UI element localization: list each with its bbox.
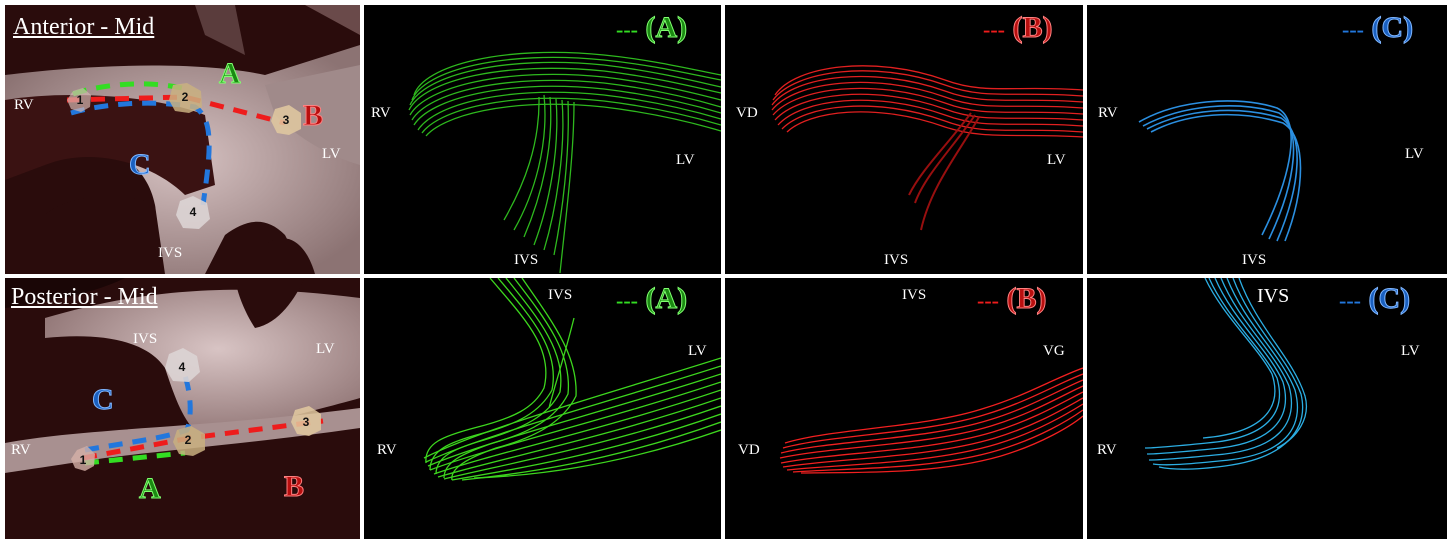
rv-label: RV [371,105,391,121]
fiber-tract-c [1138,100,1302,242]
fiber-tract-a [423,278,721,481]
path-b-letter: B [283,470,305,504]
fiber-tract-b [779,367,1083,474]
lv-label: LV [1047,152,1066,168]
legend-dash: --- [1339,288,1361,313]
rv-label: RV [14,97,34,113]
point-2: 2 [184,433,192,447]
legend-c: --- (C) [1342,11,1414,45]
ivs-label: IVS [514,252,539,268]
point-3: 3 [302,415,310,429]
tract-panel-a-anterior: RV LV IVS --- (A) [364,5,721,274]
point-1: 1 [76,93,84,107]
legend-dash: --- [616,288,638,313]
legend-b: --- (B) [983,11,1053,45]
path-b-letter: B [302,99,324,133]
tract-panel-b-posterior: IVS VG VD --- (B) [725,278,1083,539]
legend-label: (B) [1012,11,1053,45]
fiber-tract-b [771,65,1083,231]
legend-dash: --- [616,17,638,42]
rv-label: RV [1097,442,1117,458]
ct-image-anterior [5,5,360,274]
legend-dash: --- [1342,17,1364,42]
lv-label: LV [676,152,695,168]
rv-label: RV [11,442,31,458]
vg-label: VG [1043,343,1065,359]
lv-label: LV [316,341,335,357]
point-4: 4 [178,360,186,374]
legend-label: (B) [1006,282,1047,316]
ivs-label: IVS [133,331,158,347]
point-3: 3 [282,113,290,127]
vd-label: VD [736,105,758,121]
legend-c: --- (C) [1339,282,1411,316]
point-4: 4 [189,205,197,219]
point-1: 1 [79,453,87,467]
tract-panel-b-anterior: VD LV IVS --- (B) [725,5,1083,274]
lv-label: LV [1405,146,1424,162]
path-a-letter: A [219,57,242,91]
lv-label: LV [688,343,707,359]
fiber-tract-c [1144,278,1307,470]
row-title: Anterior - Mid [13,14,155,40]
path-c-letter: C [129,148,152,182]
ct-panel-posterior: Posterior - Mid RV LV IVS A B C 1 2 3 4 [5,278,360,539]
lv-label: LV [1401,343,1420,359]
fiber-tract-a [408,51,721,274]
row-title: Posterior - Mid [11,284,158,310]
legend-b: --- (B) [977,282,1047,316]
legend-a: --- (A) [616,282,688,316]
tract-panel-a-posterior: IVS LV RV --- (A) [364,278,721,539]
legend-label: (C) [1371,11,1414,45]
ivs-label: IVS [1242,252,1267,268]
ivs-label: IVS [548,287,573,303]
ivs-label: IVS [158,245,183,261]
point-2: 2 [181,90,189,104]
ivs-label: IVS [884,252,909,268]
ct-panel-anterior: Anterior - Mid RV LV IVS A B C 1 2 3 4 [5,5,360,274]
lv-label: LV [322,146,341,162]
tract-panel-c-anterior: RV LV IVS --- (C) [1087,5,1447,274]
legend-dash: --- [977,288,999,313]
path-a-letter: A [139,472,162,506]
ivs-label: IVS [902,287,927,303]
ct-image-posterior [5,278,360,539]
tract-panel-c-posterior: IVS LV RV --- (C) [1087,278,1447,539]
vd-label: VD [738,442,760,458]
rv-label: RV [377,442,397,458]
rv-label: RV [1098,105,1118,121]
legend-label: (C) [1368,282,1411,316]
path-c-letter: C [92,383,115,417]
legend-a: --- (A) [616,11,688,45]
legend-label: (A) [645,11,688,45]
legend-label: (A) [645,282,688,316]
ivs-label: IVS [1257,285,1290,307]
legend-dash: --- [983,17,1005,42]
